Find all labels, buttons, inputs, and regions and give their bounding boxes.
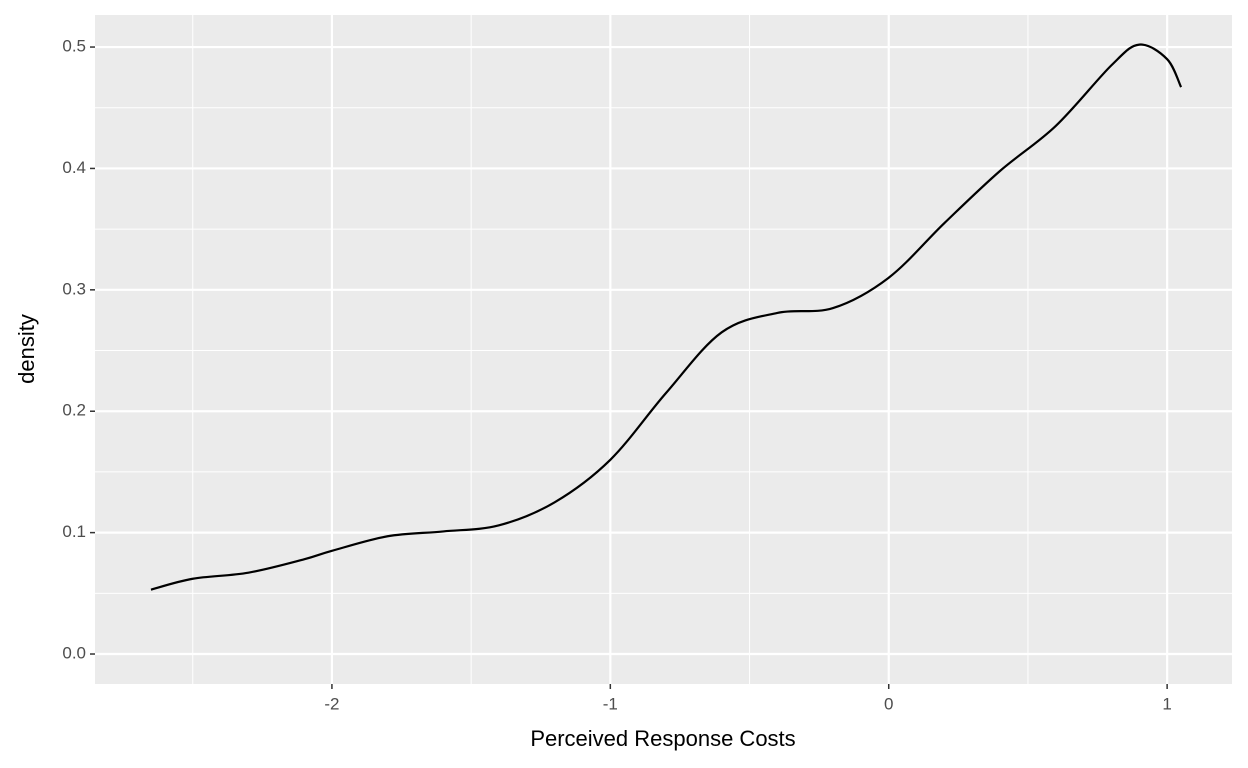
y-tick-label: 0.1	[62, 522, 86, 541]
y-tick-label: 0.0	[62, 644, 86, 663]
x-tick-label: 1	[1162, 694, 1171, 713]
density-line	[150, 43, 1183, 591]
y-tick-label: 0.3	[62, 279, 86, 298]
panel	[95, 15, 1232, 684]
y-tick-label: 0.5	[62, 37, 86, 56]
x-axis-title: Perceived Response Costs	[530, 726, 795, 751]
y-tick-label: 0.4	[62, 158, 86, 177]
x-tick-label: -1	[603, 694, 618, 713]
y-axis-title: density	[14, 314, 39, 384]
x-tick-label: -2	[324, 694, 339, 713]
y-tick-label: 0.2	[62, 401, 86, 420]
x-tick-label: 0	[884, 694, 893, 713]
